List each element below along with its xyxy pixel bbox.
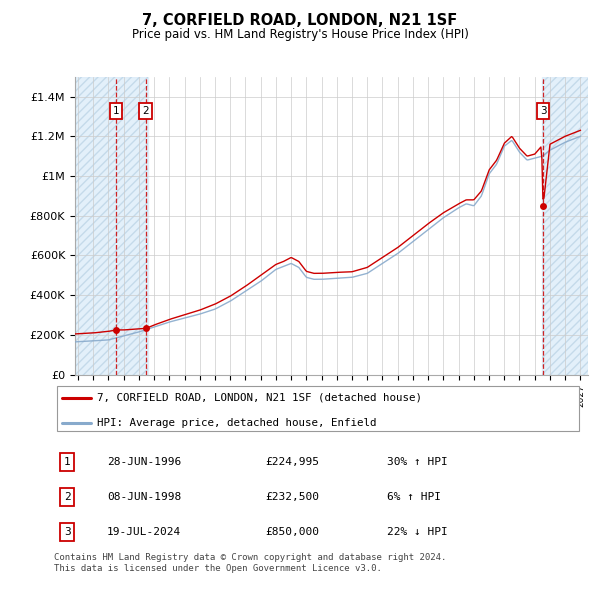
- Text: 7, CORFIELD ROAD, LONDON, N21 1SF (detached house): 7, CORFIELD ROAD, LONDON, N21 1SF (detac…: [97, 392, 422, 402]
- Text: 22% ↓ HPI: 22% ↓ HPI: [386, 527, 448, 537]
- Text: £232,500: £232,500: [265, 492, 319, 502]
- Bar: [542, 77, 588, 375]
- Text: 2: 2: [142, 106, 149, 116]
- Text: 19-JUL-2024: 19-JUL-2024: [107, 527, 181, 537]
- Text: 7, CORFIELD ROAD, LONDON, N21 1SF: 7, CORFIELD ROAD, LONDON, N21 1SF: [142, 13, 458, 28]
- Text: £850,000: £850,000: [265, 527, 319, 537]
- Text: 1: 1: [113, 106, 119, 116]
- Text: 6% ↑ HPI: 6% ↑ HPI: [386, 492, 440, 502]
- Text: £224,995: £224,995: [265, 457, 319, 467]
- Text: Contains HM Land Registry data © Crown copyright and database right 2024.
This d: Contains HM Land Registry data © Crown c…: [54, 553, 446, 573]
- Bar: [75, 77, 148, 375]
- Text: 3: 3: [64, 527, 71, 537]
- Text: 3: 3: [540, 106, 547, 116]
- FancyBboxPatch shape: [56, 386, 580, 431]
- Bar: [542, 77, 588, 375]
- Text: 30% ↑ HPI: 30% ↑ HPI: [386, 457, 448, 467]
- Text: 2: 2: [64, 492, 71, 502]
- Text: Price paid vs. HM Land Registry's House Price Index (HPI): Price paid vs. HM Land Registry's House …: [131, 28, 469, 41]
- Text: 1: 1: [64, 457, 71, 467]
- Text: 08-JUN-1998: 08-JUN-1998: [107, 492, 181, 502]
- Text: 28-JUN-1996: 28-JUN-1996: [107, 457, 181, 467]
- Bar: [75, 77, 148, 375]
- Text: HPI: Average price, detached house, Enfield: HPI: Average price, detached house, Enfi…: [97, 418, 377, 428]
